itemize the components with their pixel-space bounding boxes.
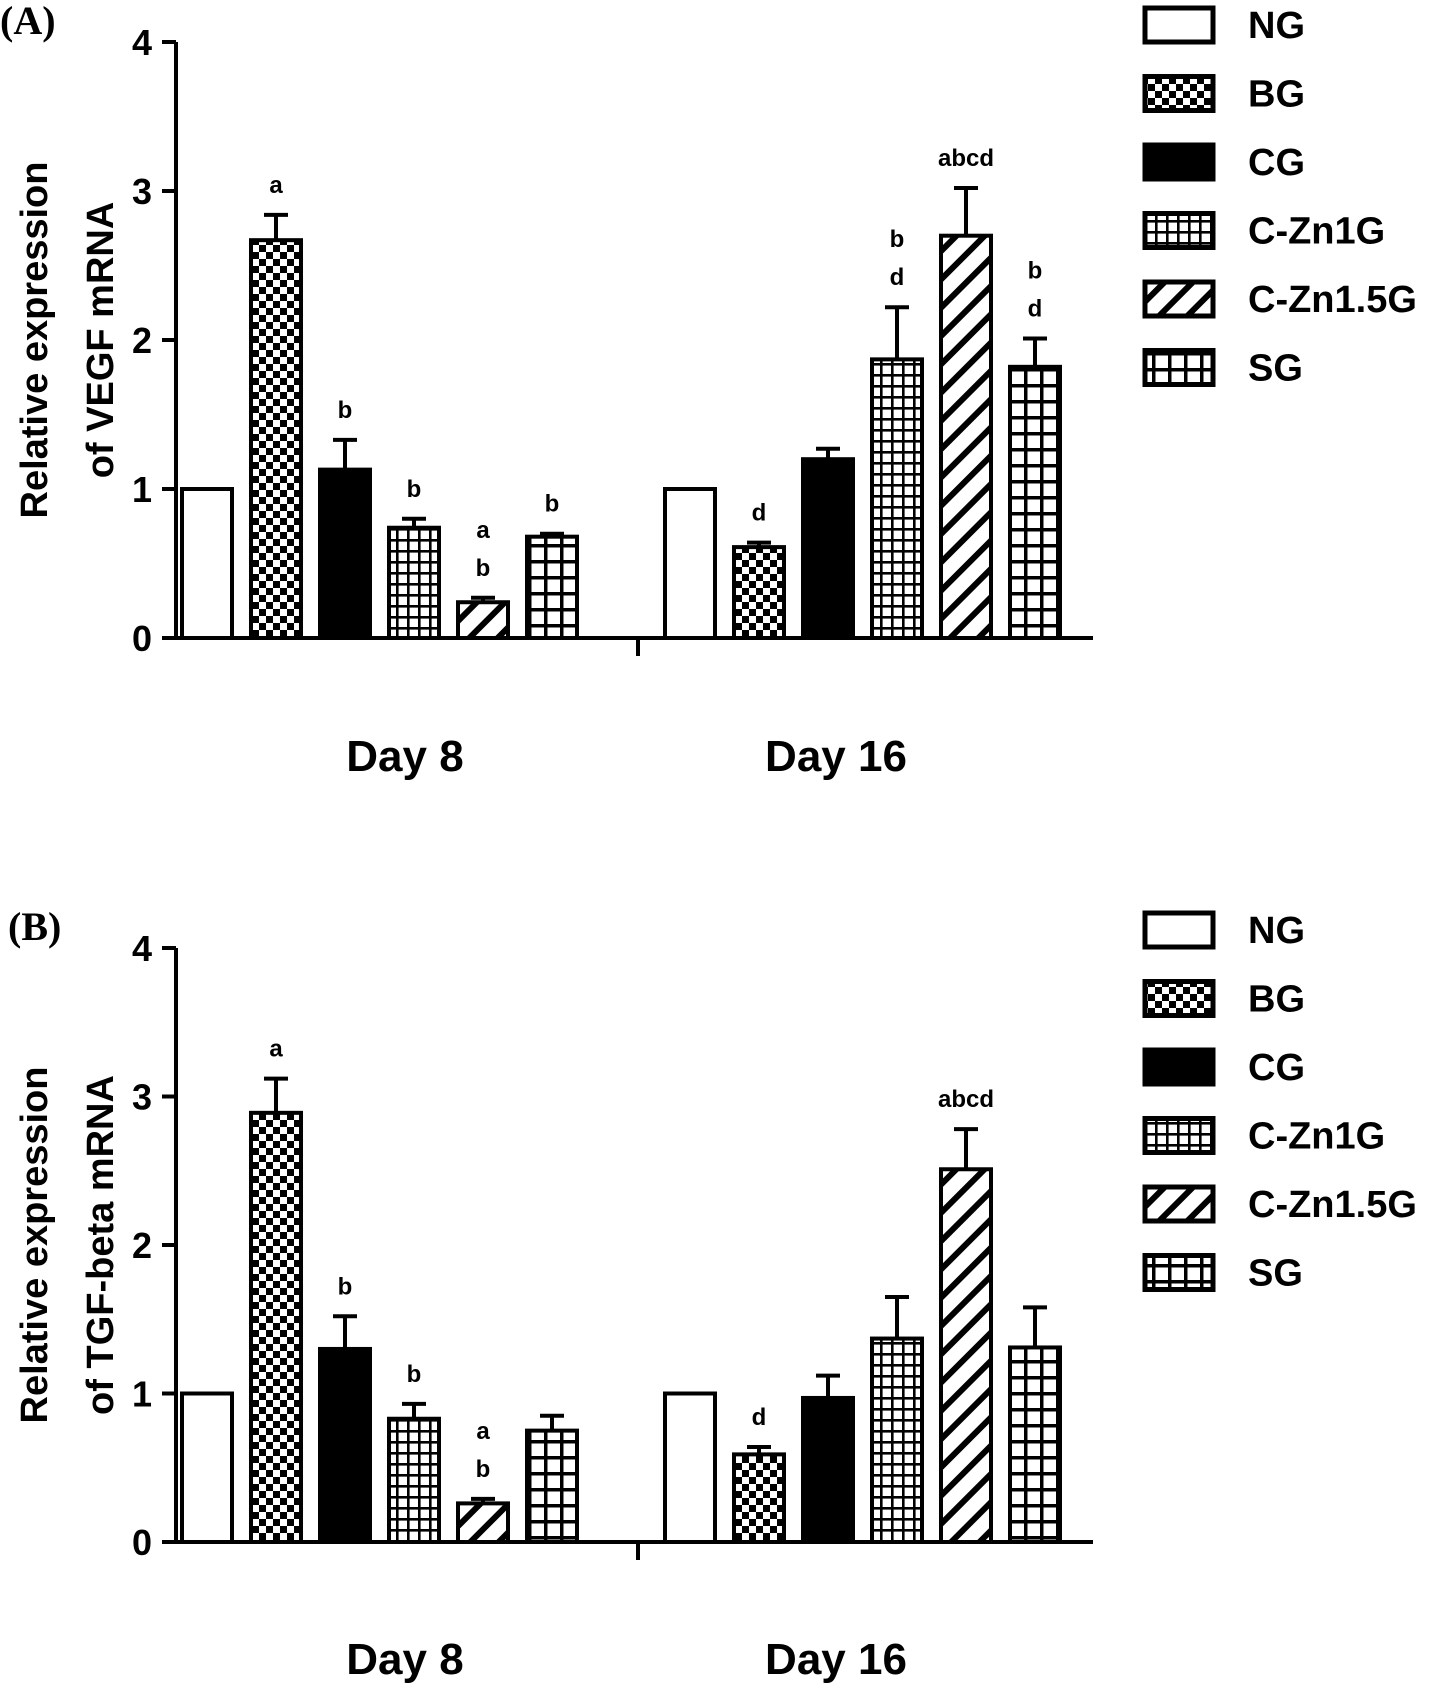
y-axis-title-line1: Relative expression bbox=[14, 162, 56, 519]
y-tick-label: 3 bbox=[132, 171, 152, 212]
significance-label: abcd bbox=[938, 1086, 994, 1113]
legend-swatch bbox=[1142, 74, 1216, 113]
significance-label: b bbox=[545, 491, 560, 518]
bar-c-zn1-5g bbox=[939, 1167, 993, 1544]
panel-label: (A) bbox=[0, 0, 56, 43]
panel-label: (B) bbox=[8, 904, 61, 949]
panel-a-vegf-chart: (A) 0 1 2 3 4 Relative expression of VEGF mRNA D… bbox=[0, 0, 1417, 781]
significance-label: a bbox=[476, 1418, 490, 1445]
bar-c-zn1g bbox=[870, 357, 924, 640]
legend-label: NG bbox=[1248, 5, 1305, 47]
bar-bg bbox=[249, 238, 303, 640]
legend-label: BG bbox=[1248, 74, 1305, 116]
x-category-label: Day 16 bbox=[765, 732, 907, 781]
y-tick-label: 0 bbox=[132, 1522, 152, 1563]
legend-swatch bbox=[1142, 279, 1216, 319]
y-tick-label: 2 bbox=[132, 320, 152, 361]
significance-label: b bbox=[338, 397, 353, 424]
bar-ng bbox=[180, 1391, 234, 1544]
bar-c-zn1-5g bbox=[939, 233, 993, 640]
significance-label: a bbox=[269, 1036, 283, 1063]
legend-label: CG bbox=[1248, 142, 1305, 184]
y-tick-label: 0 bbox=[132, 618, 152, 659]
bar-cg bbox=[801, 1395, 855, 1544]
bar-ng bbox=[663, 487, 717, 640]
legend-label: SG bbox=[1248, 348, 1303, 390]
significance-label: b bbox=[476, 555, 491, 582]
legend-label: C-Zn1G bbox=[1248, 211, 1385, 253]
bar-bg bbox=[732, 545, 786, 640]
legend-swatch bbox=[1142, 979, 1216, 1018]
bar-cg bbox=[318, 467, 372, 640]
bar-sg bbox=[525, 1428, 579, 1544]
bar-ng bbox=[180, 487, 234, 640]
significance-label: b bbox=[407, 476, 422, 503]
legend-swatch bbox=[1142, 142, 1216, 182]
y-axis-title-line2: of TGF-beta mRNA bbox=[80, 1075, 122, 1415]
bar-c-zn1g bbox=[387, 525, 441, 640]
significance-label: b bbox=[890, 226, 905, 253]
significance-label: a bbox=[269, 172, 283, 199]
legend-label: SG bbox=[1248, 1253, 1303, 1295]
significance-label: d bbox=[752, 500, 767, 527]
legend-label: C-Zn1.5G bbox=[1248, 279, 1417, 321]
y-tick-label: 2 bbox=[132, 1225, 152, 1266]
significance-label: d bbox=[1028, 296, 1043, 323]
legend-swatch bbox=[1142, 211, 1216, 250]
legend-label: C-Zn1G bbox=[1248, 1116, 1385, 1158]
y-tick-label: 4 bbox=[132, 22, 152, 63]
legend-swatch bbox=[1142, 1116, 1216, 1155]
significance-label: abcd bbox=[938, 145, 994, 172]
bar-cg bbox=[318, 1346, 372, 1544]
significance-label: d bbox=[890, 264, 905, 291]
panel-b-tgf-beta-chart: (B) 0 1 2 3 4 Relative expression of TGF-beta m… bbox=[8, 904, 1417, 1683]
legend-swatch bbox=[1142, 910, 1216, 950]
legend-label: NG bbox=[1248, 910, 1305, 952]
significance-label: b bbox=[476, 1456, 491, 1483]
x-category-label: Day 8 bbox=[346, 732, 463, 781]
legend-swatch bbox=[1142, 1253, 1216, 1292]
bar-sg bbox=[525, 534, 579, 640]
y-tick-label: 3 bbox=[132, 1077, 152, 1118]
bar-bg bbox=[249, 1110, 303, 1544]
legend-label: BG bbox=[1248, 979, 1305, 1021]
bar-c-zn1-5g bbox=[456, 600, 510, 640]
x-category-label: Day 8 bbox=[346, 1635, 463, 1683]
legend-swatch bbox=[1142, 1184, 1216, 1224]
legend-swatch bbox=[1142, 1047, 1216, 1087]
y-axis-title-line2: of VEGF mRNA bbox=[80, 202, 122, 479]
legend-swatch bbox=[1142, 5, 1216, 45]
bar-c-zn1g bbox=[870, 1336, 924, 1545]
legend-swatch bbox=[1142, 348, 1216, 387]
bar-c-zn1-5g bbox=[456, 1501, 510, 1545]
significance-label: b bbox=[1028, 258, 1043, 285]
legend-label: C-Zn1.5G bbox=[1248, 1184, 1417, 1226]
significance-label: b bbox=[407, 1361, 422, 1388]
bar-ng bbox=[663, 1391, 717, 1544]
bar-c-zn1g bbox=[387, 1416, 441, 1544]
y-tick-label: 4 bbox=[132, 928, 152, 969]
y-axis-title-line1: Relative expression bbox=[14, 1067, 56, 1424]
significance-label: a bbox=[476, 517, 490, 544]
y-tick-label: 1 bbox=[132, 1374, 152, 1415]
legend-label: CG bbox=[1248, 1047, 1305, 1089]
significance-label: b bbox=[338, 1273, 353, 1300]
bar-cg bbox=[801, 457, 855, 641]
bar-sg bbox=[1008, 1345, 1062, 1544]
significance-label: d bbox=[752, 1404, 767, 1431]
y-tick-label: 1 bbox=[132, 469, 152, 510]
bar-sg bbox=[1008, 364, 1062, 640]
bar-bg bbox=[732, 1452, 786, 1545]
x-category-label: Day 16 bbox=[765, 1635, 907, 1683]
